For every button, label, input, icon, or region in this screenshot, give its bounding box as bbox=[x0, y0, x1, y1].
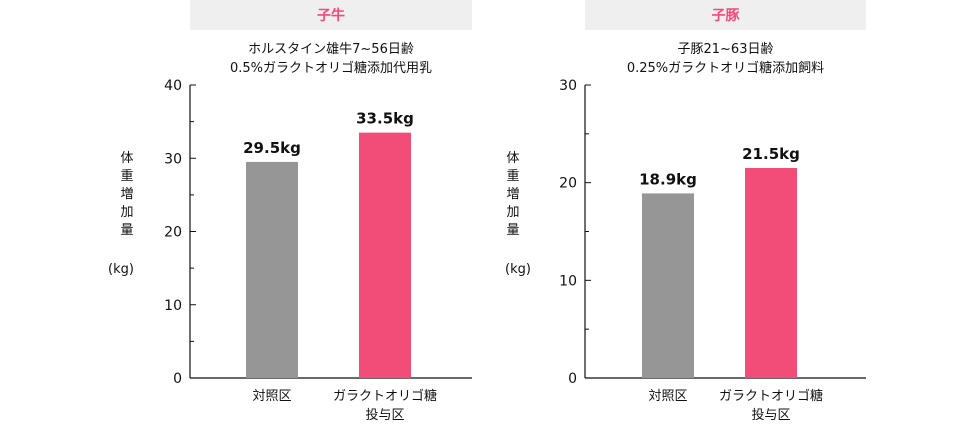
piglet-value-label: 18.9kg bbox=[639, 170, 697, 188]
calf-bar-treatment bbox=[359, 132, 411, 378]
calf-header: 子牛 bbox=[190, 0, 472, 30]
calf-y-tick-label: 0 bbox=[173, 371, 182, 387]
piglet-x-category-treatment: ガラクトオリゴ糖 投与区 bbox=[701, 387, 841, 425]
calf-y-axis-label: 体重増加量 bbox=[120, 151, 134, 238]
piglet-y-axis-unit: (kg) bbox=[505, 262, 531, 277]
piglet-x-category-label-line-1: ガラクトオリゴ糖 bbox=[718, 389, 823, 404]
calf-bar-control bbox=[246, 161, 298, 378]
piglet-chart-title-line-1: 子豚21~63日齢 bbox=[677, 42, 774, 57]
calf-x-category-control: 対照区 bbox=[202, 387, 342, 406]
piglet-chart-title: 子豚21~63日齢 0.25%ガラクトオリゴ糖添加飼料 bbox=[585, 40, 866, 78]
piglet-y-tick-label: 30 bbox=[559, 78, 577, 94]
piglet-y-tick-label: 20 bbox=[559, 176, 577, 192]
calf-y-axis-unit: (kg) bbox=[108, 262, 134, 277]
calf-chart-title-line-2: 0.5%ガラクトオリゴ糖添加代用乳 bbox=[229, 61, 433, 76]
calf-value-label: 33.5kg bbox=[356, 110, 414, 128]
calf-plot-area: 0 10 20 30 40 29.5kg 33.5kg bbox=[164, 78, 472, 387]
piglet-chart-title-line-2: 0.25%ガラクトオリゴ糖添加飼料 bbox=[626, 61, 825, 76]
calf-y-tick-label: 40 bbox=[164, 78, 182, 94]
piglet-bar-treatment bbox=[745, 168, 797, 378]
calf-chart-title-line-1: ホルスタイン雄牛7~56日齢 bbox=[248, 42, 414, 57]
piglet-y-tick-label: 10 bbox=[559, 273, 577, 289]
piglet-y-tick-label: 0 bbox=[568, 371, 577, 387]
calf-value-label: 29.5kg bbox=[243, 139, 301, 157]
calf-y-tick-label: 20 bbox=[164, 225, 182, 241]
piglet-header: 子豚 bbox=[585, 0, 866, 30]
calf-chart-title: ホルスタイン雄牛7~56日齢 0.5%ガラクトオリゴ糖添加代用乳 bbox=[190, 40, 472, 78]
calf-y-tick-label: 30 bbox=[164, 151, 182, 167]
calf-x-category-label-line-1: 対照区 bbox=[252, 389, 292, 404]
calf-x-category-label-line-2: 投与区 bbox=[365, 408, 405, 423]
piglet-y-axis-label: 体重増加量 bbox=[506, 151, 520, 238]
piglet-x-category-label-line-2: 投与区 bbox=[751, 408, 791, 423]
piglet-x-category-label-line-1: 対照区 bbox=[648, 389, 688, 404]
calf-x-category-label-line-1: ガラクトオリゴ糖 bbox=[332, 389, 437, 404]
calf-x-category-treatment: ガラクトオリゴ糖 投与区 bbox=[315, 387, 455, 425]
calf-chart-panel: 子牛 ホルスタイン雄牛7~56日齢 0.5%ガラクトオリゴ糖添加代用乳 体重増加… bbox=[0, 0, 490, 424]
piglet-plot-area: 0 10 20 30 18.9kg 21.5kg bbox=[559, 78, 866, 387]
calf-y-tick-label: 10 bbox=[164, 298, 182, 314]
piglet-bar-control bbox=[642, 193, 694, 378]
piglet-chart-panel: 子豚 子豚21~63日齢 0.25%ガラクトオリゴ糖添加飼料 体重増加量 (kg… bbox=[490, 0, 980, 424]
piglet-x-category-control: 対照区 bbox=[598, 387, 738, 406]
piglet-value-label: 21.5kg bbox=[742, 145, 800, 163]
